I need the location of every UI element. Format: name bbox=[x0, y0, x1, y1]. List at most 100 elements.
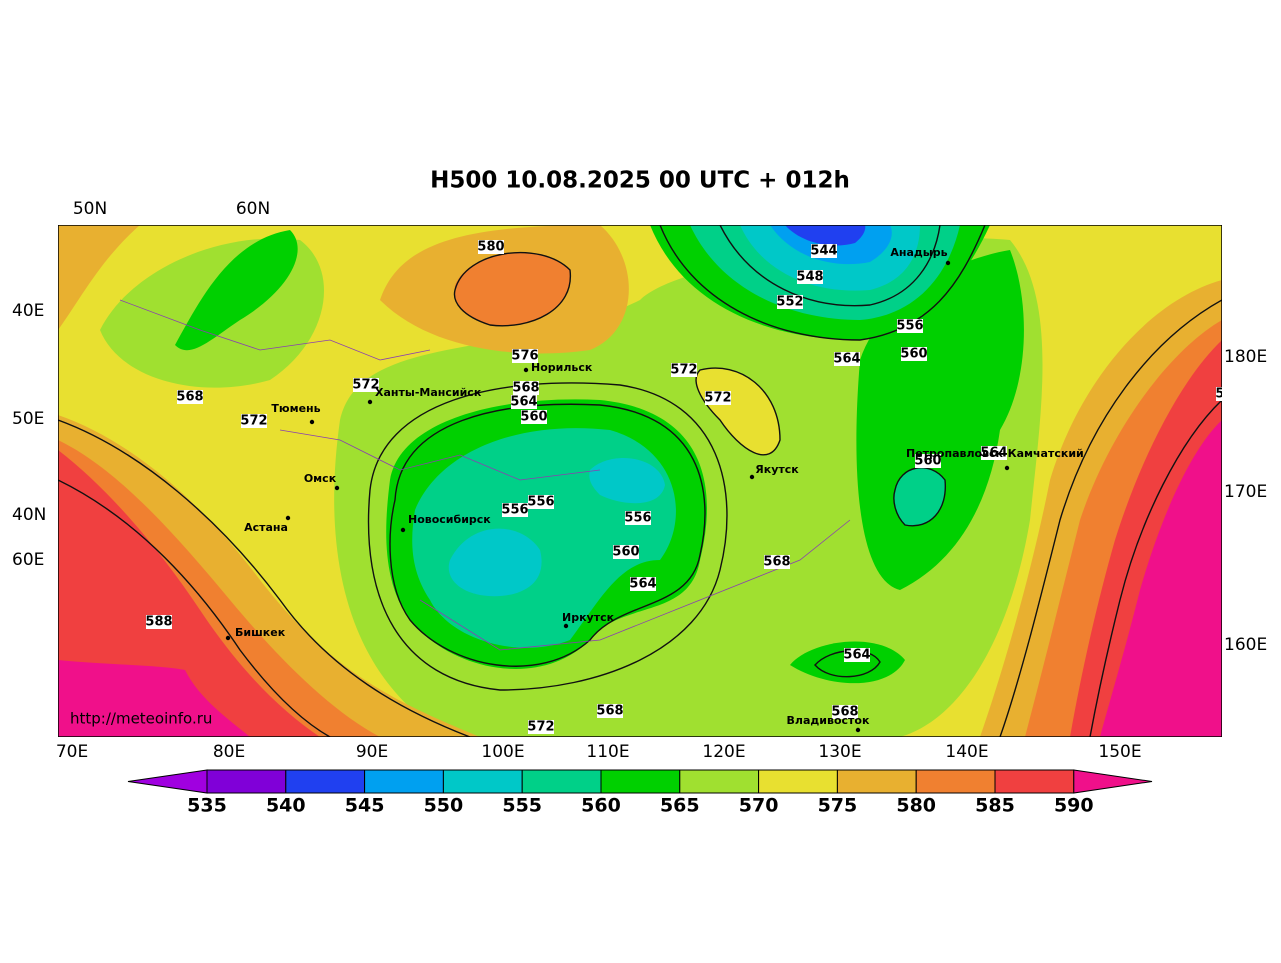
contour-label: 548 bbox=[796, 270, 823, 285]
colorbar-segment bbox=[836, 769, 917, 794]
contour-label-bg bbox=[671, 363, 697, 377]
contour-label: 564 bbox=[629, 577, 656, 592]
contour-label-bg bbox=[901, 347, 927, 361]
axis-label: 130E bbox=[818, 742, 861, 762]
city-dot bbox=[1004, 465, 1010, 471]
colorbar-segment bbox=[600, 769, 681, 794]
city-name: Якутск bbox=[755, 463, 799, 476]
contour-label: 572 bbox=[240, 414, 267, 429]
contour-label-bg bbox=[478, 240, 504, 254]
city-dot bbox=[749, 474, 755, 480]
axis-label: 110E bbox=[586, 742, 629, 762]
contour-label: 568 bbox=[763, 555, 790, 570]
city-name: Владивосток bbox=[787, 714, 870, 727]
contour-label-bg bbox=[625, 511, 651, 525]
colorbar-segment bbox=[679, 769, 760, 794]
city-dot bbox=[309, 419, 315, 425]
axis-label: 50N bbox=[73, 199, 107, 219]
contour-label-bg bbox=[528, 720, 554, 734]
colorbar-tick-label: 585 bbox=[975, 795, 1015, 817]
city-dot bbox=[855, 727, 861, 733]
contour-label-bg bbox=[353, 378, 379, 392]
contour-label-bg bbox=[597, 704, 623, 718]
city-name: Анадырь bbox=[890, 246, 947, 259]
source-url: http://meteoinfo.ru bbox=[70, 710, 212, 728]
colorbar-tick-label: 560 bbox=[581, 795, 621, 817]
contour-label-bg bbox=[513, 381, 539, 395]
axis-label: 50E bbox=[12, 409, 44, 429]
contour-label-bg bbox=[1216, 387, 1222, 401]
axis-label: 140E bbox=[945, 742, 988, 762]
city-name: Норильск bbox=[531, 361, 593, 374]
city-dot bbox=[523, 367, 529, 373]
contour-label: 564 bbox=[843, 648, 870, 663]
contour-label: 564 bbox=[980, 446, 1007, 461]
contour-label: 564 bbox=[833, 352, 860, 367]
contour-label: 576 bbox=[511, 349, 538, 364]
city-name: Омск bbox=[304, 472, 337, 485]
city-name: Тюмень bbox=[271, 402, 320, 415]
colorbar-segment bbox=[206, 769, 287, 794]
contour-label-bg bbox=[915, 454, 941, 468]
contour-label-bg bbox=[528, 495, 554, 509]
contour-label: 552 bbox=[776, 295, 803, 310]
contour-label-bg bbox=[511, 395, 537, 409]
contour-label-bg bbox=[897, 319, 923, 333]
colorbar-tick-label: 550 bbox=[424, 795, 464, 817]
contour-label: 556 bbox=[501, 503, 528, 518]
contour-label-bg bbox=[834, 352, 860, 366]
colorbar-segment bbox=[364, 769, 444, 794]
axis-label: 60E bbox=[12, 550, 44, 570]
contour-label: 560 bbox=[520, 410, 547, 425]
city-name: Иркутск bbox=[562, 611, 615, 624]
city-name: Ханты-Мансийск bbox=[375, 386, 482, 399]
colorbar-segment bbox=[915, 769, 996, 794]
contour-label: 568 bbox=[596, 704, 623, 719]
axis-label: 160E bbox=[1224, 635, 1267, 655]
colorbar-segment bbox=[758, 769, 838, 794]
contour-label: 560 bbox=[914, 454, 941, 469]
contour-label-bg bbox=[797, 270, 823, 284]
contour-label-bg bbox=[981, 446, 1007, 460]
city-name: Новосибирск bbox=[408, 513, 491, 526]
city-dot bbox=[225, 635, 231, 641]
contour-label: 572 bbox=[352, 378, 379, 393]
colorbar-segment bbox=[442, 769, 523, 794]
axis-label: 60N bbox=[236, 199, 270, 219]
city-name: Астана bbox=[244, 521, 288, 534]
colorbar-tick-label: 545 bbox=[345, 795, 385, 817]
colorbar-segment bbox=[285, 769, 366, 794]
contour-label-bg bbox=[777, 295, 803, 309]
contour-label: 588 bbox=[145, 615, 172, 630]
contour-label-bg bbox=[764, 555, 790, 569]
colorbar-extend-high bbox=[1073, 769, 1153, 794]
contour-label: 560 bbox=[612, 545, 639, 560]
contour-label-bg bbox=[177, 390, 203, 404]
contour-label: 588 bbox=[1215, 387, 1242, 402]
contour-label-bg bbox=[705, 391, 731, 405]
axis-label: 70E bbox=[56, 742, 88, 762]
axis-label: 40E bbox=[12, 301, 44, 321]
city-dot bbox=[285, 515, 291, 521]
contour-label-bg bbox=[844, 648, 870, 662]
colorbar-tick-label: 570 bbox=[739, 795, 779, 817]
axis-label: 40N bbox=[12, 505, 46, 525]
contour-label: 556 bbox=[896, 319, 923, 334]
contour-label: 556 bbox=[624, 511, 651, 526]
contour-label: 568 bbox=[512, 381, 539, 396]
axis-label: 180E bbox=[1224, 347, 1267, 367]
city-dot bbox=[563, 623, 569, 629]
axis-label: 120E bbox=[702, 742, 745, 762]
contour-label: 580 bbox=[477, 240, 504, 255]
contour-label-bg bbox=[832, 705, 858, 719]
axis-label: 170E bbox=[1224, 482, 1267, 502]
contour-label: 572 bbox=[704, 391, 731, 406]
contour-label-bg bbox=[512, 349, 538, 363]
city-name: Петропавловск-Камчатский bbox=[906, 447, 1084, 460]
city-dot bbox=[400, 527, 406, 533]
city-dot bbox=[945, 260, 951, 266]
contour-label: 572 bbox=[670, 363, 697, 378]
colorbar-tick-label: 575 bbox=[818, 795, 858, 817]
axis-label: 100E bbox=[481, 742, 524, 762]
